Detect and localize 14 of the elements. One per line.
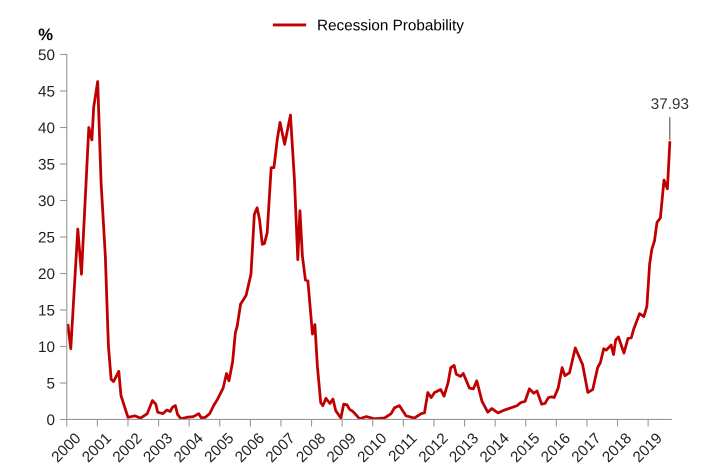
y-tick-label: 10 (39, 341, 54, 352)
y-tick-label: 50 (38, 49, 54, 60)
legend-label: Recession Probability (318, 19, 464, 34)
y-tick-label: 0 (47, 414, 54, 426)
y-tick-label: 5 (47, 378, 54, 389)
y-tick-label: 35 (38, 158, 54, 170)
y-tick-label: 20 (38, 268, 54, 280)
y-tick-label: 30 (38, 195, 54, 206)
y-tick-label: 15 (39, 305, 54, 316)
y-tick-label: 45 (38, 86, 54, 97)
y-tick-label: 40 (38, 122, 54, 134)
y-tick-label: 25 (38, 232, 54, 243)
y-axis-title: % (38, 28, 53, 40)
annotation: 37.93 (651, 98, 688, 110)
